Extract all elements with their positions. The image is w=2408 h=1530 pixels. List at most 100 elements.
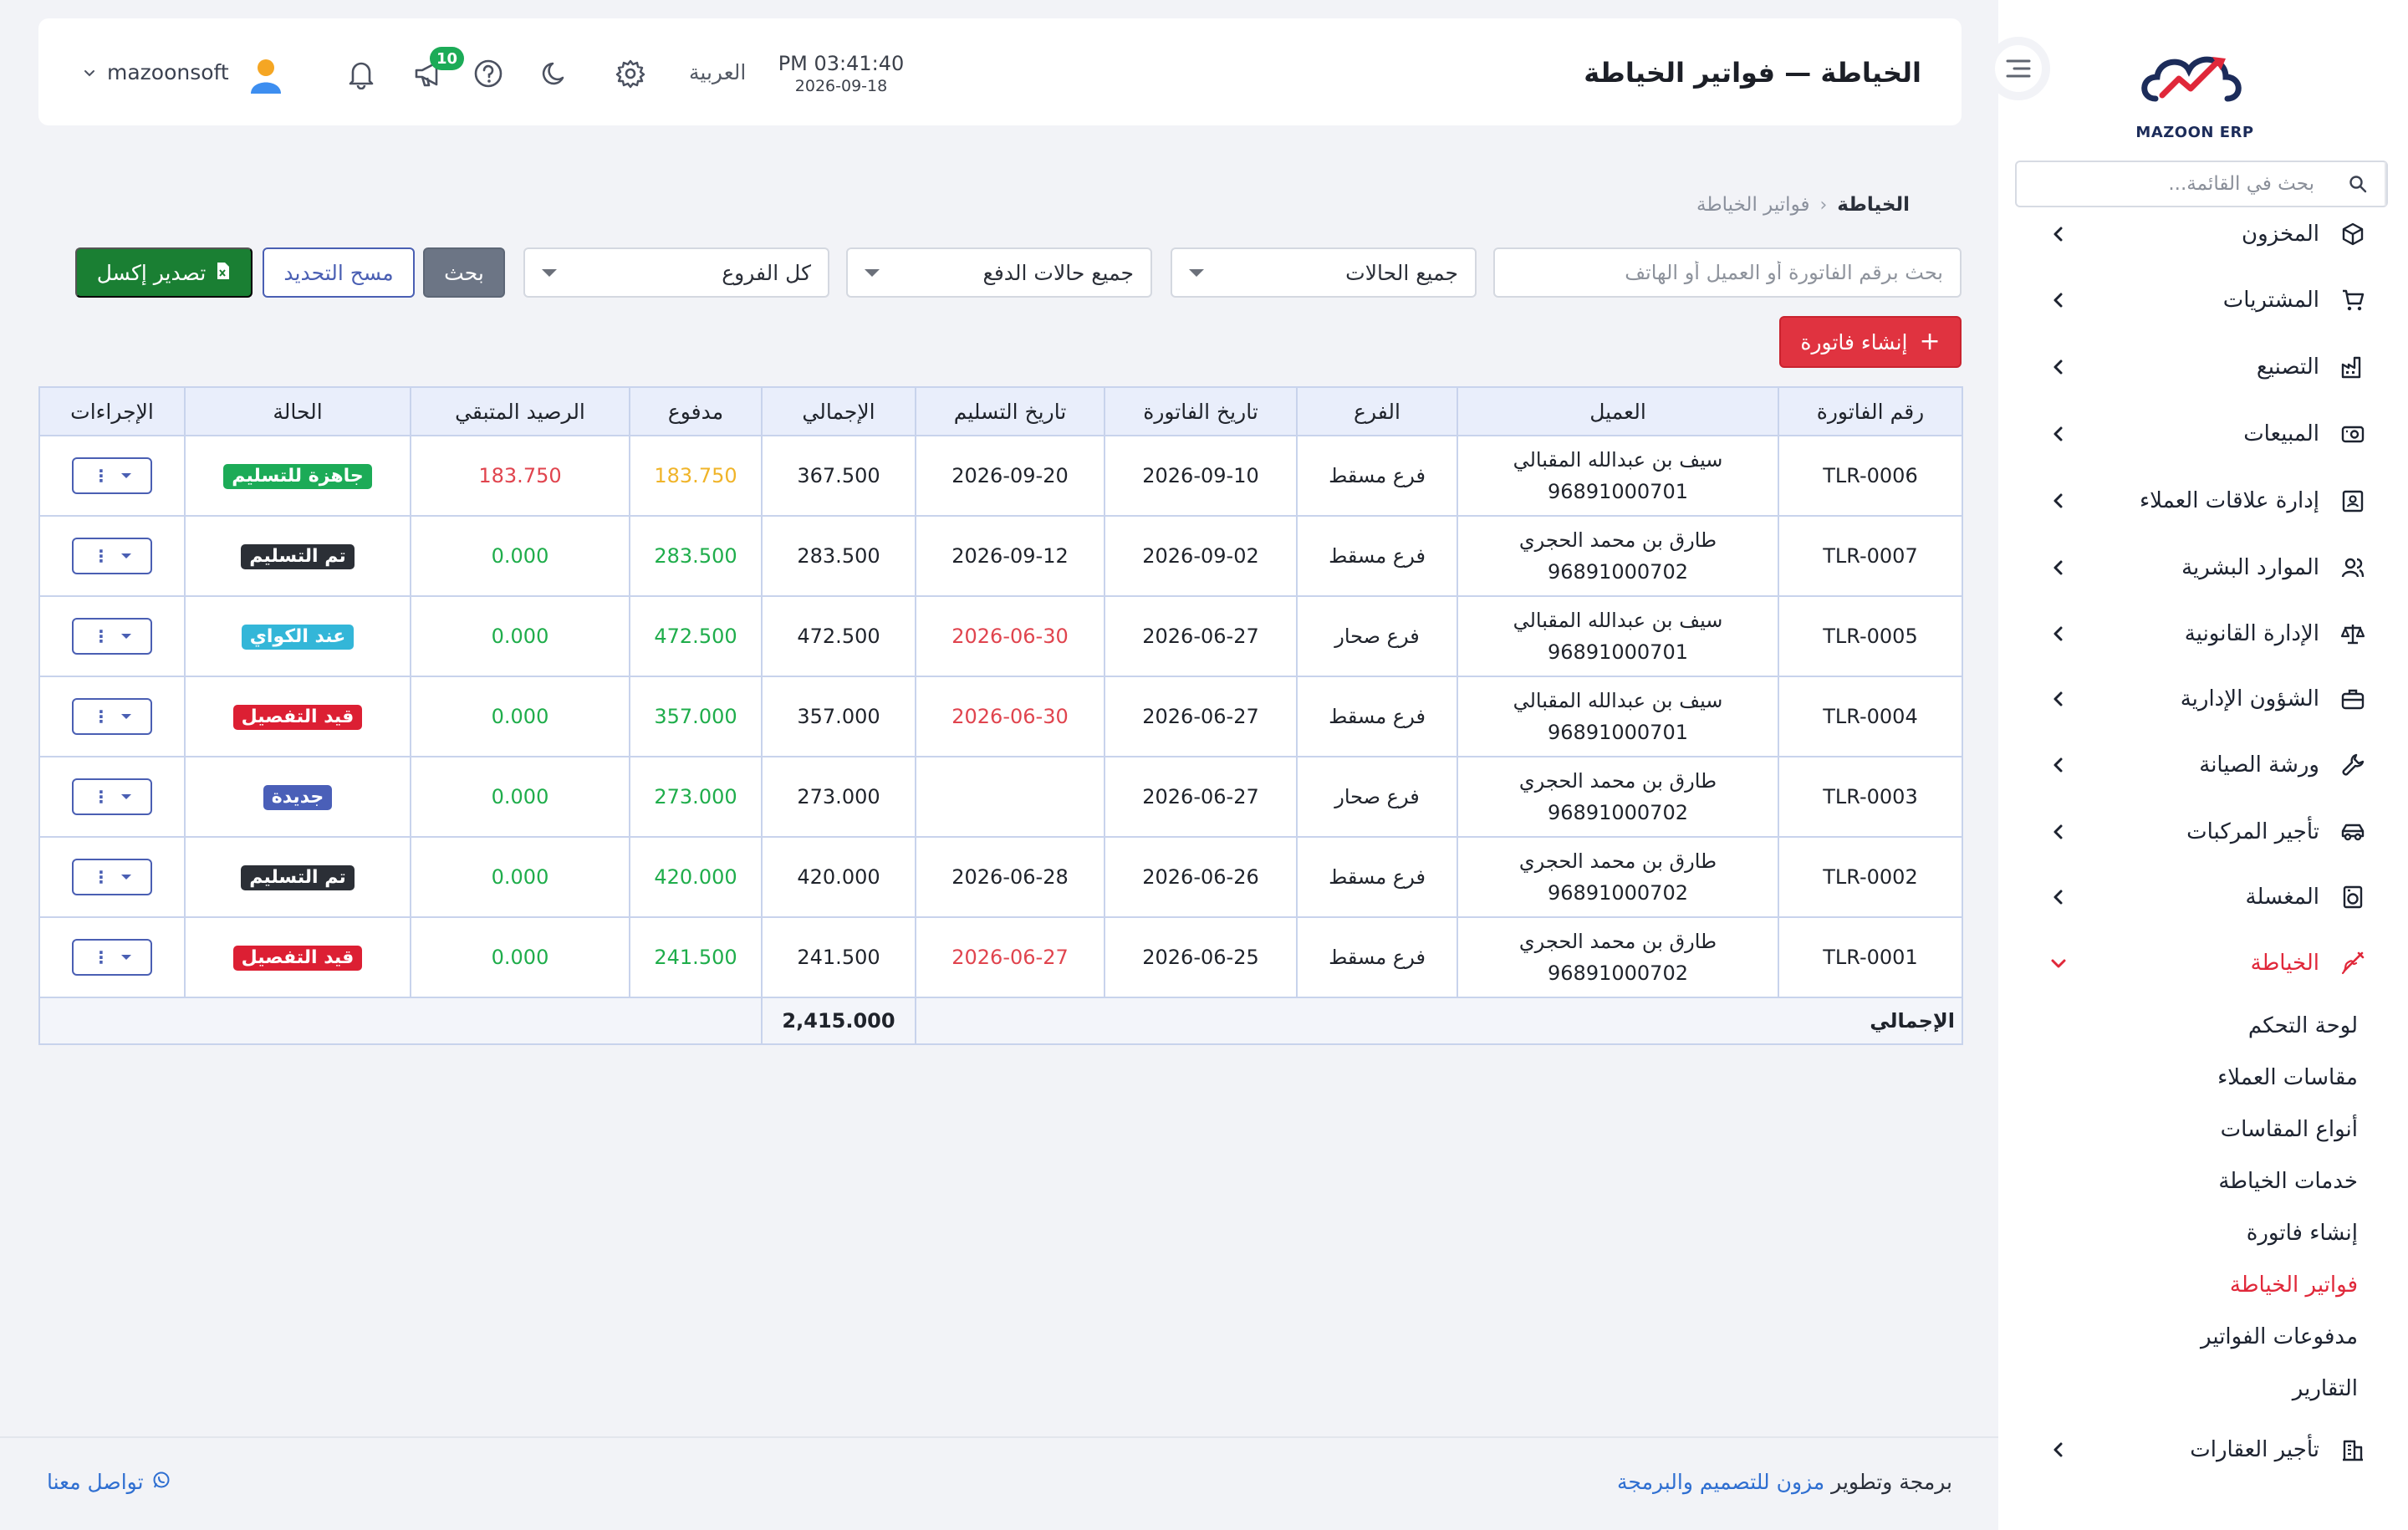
sub-item-customer-measurements[interactable]: مقاسات العملاء [2217, 1065, 2358, 1090]
chevron-left-icon [2053, 824, 2063, 839]
sidebar-item-inventory[interactable]: المخزون [1998, 209, 2408, 259]
column-header[interactable]: مدفوع [629, 386, 763, 436]
search-icon[interactable] [2331, 162, 2386, 206]
sub-item-reports[interactable]: التقارير [2292, 1376, 2358, 1401]
sidebar-item-laundry[interactable]: المغسلة [1998, 872, 2408, 922]
row-actions-button[interactable]: ⋮ [72, 778, 152, 815]
column-header[interactable]: الفرع [1296, 386, 1458, 436]
invoice-number-cell[interactable]: TLR-0003 [1778, 756, 1963, 838]
help-icon[interactable] [470, 55, 507, 92]
sidebar-search-input[interactable] [2017, 162, 2331, 206]
avatar[interactable] [244, 54, 288, 97]
branch-cell: فرع مسقط [1296, 515, 1458, 597]
logo-mark-icon [2141, 56, 2242, 102]
sidebar-item-label: الخياطة [2250, 951, 2319, 976]
row-actions-button[interactable]: ⋮ [72, 859, 152, 895]
column-header[interactable]: الرصيد المتبقي [410, 386, 630, 436]
customer-phone: 96891000702 [1548, 881, 1688, 905]
table-row[interactable]: TLR-0007 طارق بن محمد الحجري 96891000702 فر… [38, 515, 1963, 597]
row-actions-button[interactable]: ⋮ [72, 457, 152, 494]
row-actions-button[interactable]: ⋮ [72, 618, 152, 655]
wrench-icon [2338, 750, 2368, 780]
row-actions-button[interactable]: ⋮ [72, 538, 152, 574]
sidebar-item-legal[interactable]: الإدارة القانونية [1998, 609, 2408, 659]
payment-status-select[interactable]: جميع حالات الدفع [846, 247, 1152, 298]
invoice-number-cell[interactable]: TLR-0007 [1778, 515, 1963, 597]
chevron-down-icon[interactable] [82, 65, 97, 80]
column-header[interactable]: الإجمالي [761, 386, 916, 436]
sub-item-tailoring-invoices[interactable]: فواتير الخياطة [2229, 1272, 2358, 1298]
logo-text: MAZOON ERP [2135, 124, 2254, 141]
invoice-number-cell[interactable]: TLR-0002 [1778, 836, 1963, 918]
sidebar-item-crm[interactable]: إدارة علاقات العملاء [1998, 476, 2408, 526]
column-header[interactable]: الحالة [184, 386, 411, 436]
customer-cell: طارق بن محمد الحجري 96891000702 [1457, 515, 1779, 597]
sidebar-item-real-estate-rental[interactable]: تأجير العقارات [1998, 1425, 2408, 1475]
whatsapp-icon [152, 1470, 171, 1494]
column-header[interactable]: تاريخ الفاتورة [1104, 386, 1298, 436]
sidebar-toggle-button[interactable] [1987, 37, 2050, 100]
sub-item-tailoring-services[interactable]: خدمات الخياطة [2218, 1169, 2358, 1194]
megaphone-icon[interactable]: 10 [410, 47, 465, 92]
column-header[interactable]: رقم الفاتورة [1778, 386, 1963, 436]
sidebar-item-label: المشتريات [2222, 288, 2319, 313]
sub-item-dashboard[interactable]: لوحة التحكم [2247, 1013, 2358, 1038]
sidebar-item-sales[interactable]: المبيعات [1998, 409, 2408, 459]
settings-icon[interactable] [612, 55, 649, 92]
column-header[interactable]: العميل [1457, 386, 1779, 436]
sub-item-create-invoice[interactable]: إنشاء فاتورة [2246, 1221, 2358, 1246]
invoice-number-cell[interactable]: TLR-0006 [1778, 435, 1963, 517]
reset-button[interactable]: مسح التحديد [263, 247, 415, 298]
total-cell: 472.500 [761, 595, 916, 677]
invoice-number-cell[interactable]: TLR-0004 [1778, 676, 1963, 757]
language-switch[interactable]: العربية [689, 60, 747, 84]
row-actions-button[interactable]: ⋮ [72, 698, 152, 735]
create-invoice-button[interactable]: + إنشاء فاتورة [1779, 316, 1962, 368]
breadcrumb-root[interactable]: الخياطة [1837, 194, 1910, 216]
sidebar-item-vehicle-rental[interactable]: تأجير المركبات [1998, 807, 2408, 857]
contact-us-link[interactable]: تواصل معنا [47, 1470, 171, 1494]
customer-phone: 96891000701 [1548, 640, 1688, 664]
moon-icon[interactable] [537, 55, 574, 92]
sidebar-item-purchases[interactable]: المشتريات [1998, 275, 2408, 325]
row-actions-button[interactable]: ⋮ [72, 939, 152, 976]
table-row[interactable]: TLR-0004 سيف بن عبدالله المقبالي 968910007… [38, 676, 1963, 757]
total-cell: 420.000 [761, 836, 916, 918]
contact-card-icon [2338, 486, 2368, 516]
sidebar-item-label: إدارة علاقات العملاء [2139, 488, 2319, 513]
invoice-search-input[interactable] [1512, 261, 1943, 284]
sidebar-item-label: الشؤون الإدارية [2180, 686, 2319, 711]
footer-credit-link[interactable]: مزون للتصميم والبرمجة [1617, 1470, 1825, 1494]
status-select[interactable]: جميع الحالات [1171, 247, 1477, 298]
table-row[interactable]: TLR-0003 طارق بن محمد الحجري 96891000702 فر… [38, 756, 1963, 838]
column-header[interactable]: تاريخ التسليم [915, 386, 1105, 436]
table-row[interactable]: TLR-0001 طارق بن محمد الحجري 96891000702 فر… [38, 916, 1963, 998]
invoice-number-cell[interactable]: TLR-0005 [1778, 595, 1963, 677]
user-name[interactable]: mazoonsoft [107, 60, 229, 84]
washer-icon [2338, 882, 2368, 912]
sidebar-item-hr[interactable]: الموارد البشرية [1998, 543, 2408, 593]
customer-name: سيف بن عبدالله المقبالي [1513, 448, 1723, 472]
customer-name: طارق بن محمد الحجري [1518, 528, 1717, 552]
search-button[interactable]: بحث [423, 247, 505, 298]
branch-select[interactable]: كل الفروع [523, 247, 829, 298]
total-cell: 273.000 [761, 756, 916, 838]
sub-item-measurement-types[interactable]: أنواع المقاسات [2220, 1117, 2358, 1142]
bell-icon[interactable] [343, 55, 380, 92]
status-badge: جاهزة للتسليم [223, 463, 372, 489]
status-select-value: جميع الحالات [1345, 260, 1458, 285]
table-row[interactable]: TLR-0005 سيف بن عبدالله المقبالي 968910007… [38, 595, 1963, 677]
sidebar-item-manufacturing[interactable]: التصنيع [1998, 342, 2408, 392]
table-row[interactable]: TLR-0006 سيف بن عبدالله المقبالي 968910007… [38, 435, 1963, 517]
sidebar-item-admin-affairs[interactable]: الشؤون الإدارية [1998, 674, 2408, 724]
delivery-date-cell: 2026-06-30 [915, 595, 1105, 677]
plus-icon: + [1919, 327, 1941, 356]
sidebar-item-tailoring[interactable]: الخياطة [1998, 938, 2408, 988]
table-row[interactable]: TLR-0002 طارق بن محمد الحجري 96891000702 فر… [38, 836, 1963, 918]
sidebar-item-maintenance-workshop[interactable]: ورشة الصيانة [1998, 740, 2408, 790]
sub-item-invoice-payments[interactable]: مدفوعات الفواتير [2201, 1324, 2358, 1349]
export-excel-button[interactable]: تصدير إكسل [75, 247, 253, 298]
invoice-number-cell[interactable]: TLR-0001 [1778, 916, 1963, 998]
status-cell: جاهزة للتسليم [184, 435, 411, 517]
balance-cell: 0.000 [410, 676, 630, 757]
